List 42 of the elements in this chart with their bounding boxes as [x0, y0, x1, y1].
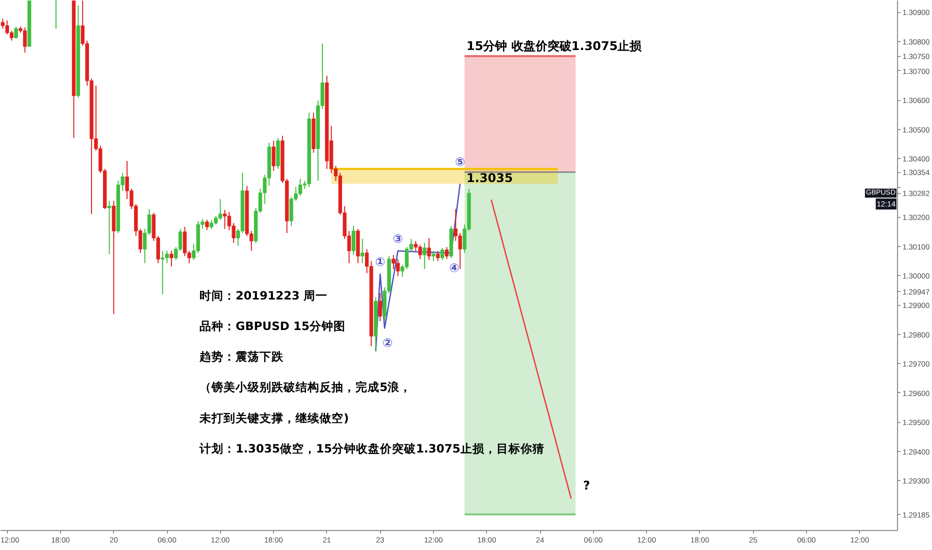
candlestick	[360, 238, 364, 264]
line-series	[375, 183, 461, 352]
data-label: ③	[392, 232, 404, 246]
data-label: ⑤	[455, 154, 466, 169]
candlestick	[272, 140, 276, 172]
data-label: ②	[382, 336, 393, 350]
candlestick	[404, 246, 409, 270]
data-label: 1.3035	[466, 171, 513, 186]
candlestick	[444, 246, 449, 260]
candlestick	[210, 219, 214, 230]
candlestick	[440, 247, 444, 260]
candlestick	[418, 244, 422, 260]
candlestick	[378, 292, 382, 322]
candlestick	[458, 232, 462, 270]
data-label: ?	[583, 478, 590, 493]
line-series	[490, 198, 572, 500]
data-label: 15分钟 收盘价突破1.3075止损	[466, 39, 643, 54]
candlestick	[14, 26, 18, 40]
candlestick	[0, 18, 5, 30]
candlestick	[170, 250, 174, 267]
candlestick	[205, 219, 209, 231]
candlestick	[218, 198, 222, 220]
annotation: 时间：20191223 周一	[200, 288, 328, 302]
candlestick	[107, 200, 112, 255]
candlestick	[414, 240, 418, 252]
candlestick	[5, 20, 10, 35]
annotation: 品种：GBPUSD 15分钟图	[200, 318, 346, 333]
candlestick	[427, 237, 431, 260]
data-label: ④	[449, 260, 460, 275]
candlestick	[222, 209, 227, 230]
candlestick	[298, 178, 302, 196]
candlestick	[432, 250, 436, 262]
data-label: ①	[375, 254, 386, 269]
candlestick	[352, 225, 356, 256]
annotation: 计划：1.3035做空，15分钟收盘价突破1.3075止损，目标你猜	[198, 441, 544, 456]
annotation: （镑美小级别跌破结构反抽，完成5浪，	[200, 380, 412, 394]
annotation: 未打到关键支撑，继续做空)	[198, 410, 349, 425]
candlestick	[290, 196, 294, 226]
candlestick	[422, 242, 426, 270]
annotation: 趋势：震荡下跌	[198, 350, 285, 364]
candlestick	[436, 250, 440, 262]
candlestick	[182, 226, 187, 257]
